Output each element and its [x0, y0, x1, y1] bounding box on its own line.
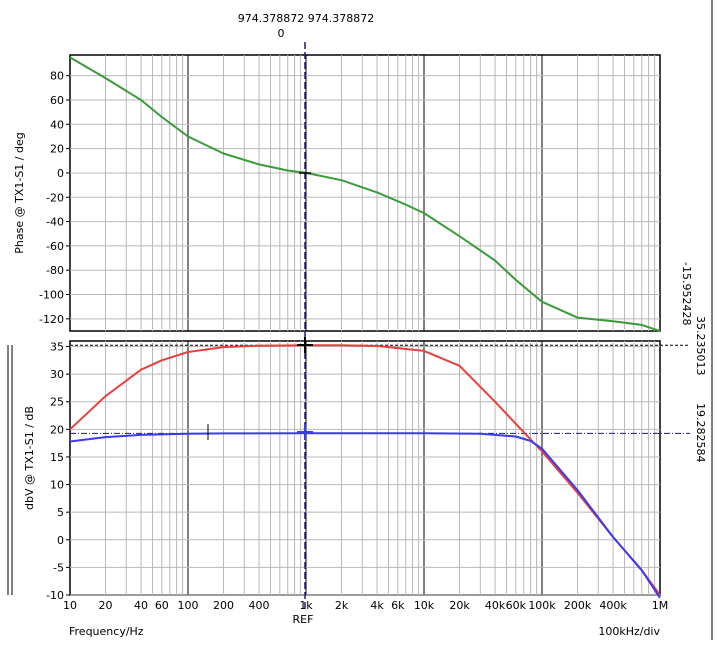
x-tick-label: 400k [599, 599, 627, 612]
x-tick-label: 100 [178, 599, 199, 612]
y-tick-label: -80 [46, 264, 64, 277]
y-tick-label: 20 [50, 423, 64, 436]
cursor-readout-sub: 0 [278, 27, 285, 40]
phase-plot-frame [69, 54, 661, 332]
x-tick-label: 200 [213, 599, 234, 612]
y-tick-label: 20 [50, 143, 64, 156]
y-tick-label: 0 [57, 167, 64, 180]
x-tick-label: 1k [299, 599, 313, 612]
x-tick-label: 60k [506, 599, 527, 612]
phase-grid [70, 55, 660, 331]
y-tick-label: 5 [57, 506, 64, 519]
gain-grid [70, 341, 660, 596]
y-tick-label: -5 [53, 561, 64, 574]
y-tick-label: -10 [46, 589, 64, 602]
phase-ylabel: Phase @ TX1-S1 / deg [13, 132, 26, 253]
cursor-marker-red[interactable] [297, 337, 313, 353]
y-tick-label: -120 [39, 313, 64, 326]
gain-series [69, 344, 661, 599]
y-tick-label: 30 [50, 368, 64, 381]
y-tick-label: 15 [50, 451, 64, 464]
y-tick-label: -40 [46, 216, 64, 229]
gain-cursor-value-red: 35.235013 [694, 316, 707, 376]
series-line [69, 56, 661, 332]
ref-label: REF [293, 613, 314, 626]
x-tick-label: 20 [99, 599, 113, 612]
phase-series [69, 56, 661, 332]
x-tick-label: 100k [528, 599, 556, 612]
x-axis-label: Frequency/Hz [69, 625, 144, 638]
frequency-x-ticks: 10 20 40 60 100 200 400 1k 2k 4k 6k 10k 20k 40k 60k 100… [63, 599, 668, 612]
x-tick-label: 1M [652, 599, 669, 612]
y-tick-label: 0 [57, 534, 64, 547]
y-tick-label: -20 [46, 191, 64, 204]
gain-y-ticks: 35 30 25 20 15 10 5 0 -5 -10 [46, 341, 70, 602]
y-tick-label: 35 [50, 341, 64, 354]
x-tick-label: 10 [63, 599, 77, 612]
x-tick-label: 10k [414, 599, 435, 612]
y-tick-label: 40 [50, 118, 64, 131]
y-tick-label: -100 [39, 289, 64, 302]
cursor-readout: 974.378872 974.378872 [238, 12, 374, 25]
x-tick-label: 4k [370, 599, 384, 612]
x-tick-label: 200k [564, 599, 592, 612]
y-tick-label: -60 [46, 240, 64, 253]
x-tick-label: 40 [134, 599, 148, 612]
gain-cursor-value-blue: 19.282584 [694, 403, 707, 463]
x-tick-label: 40k [485, 599, 506, 612]
y-tick-label: 10 [50, 479, 64, 492]
phase-y-ticks: 80 60 40 20 0 -20 -40 -60 -80 -100 -120 [39, 70, 70, 326]
y-tick-label: 25 [50, 396, 64, 409]
x-tick-label: 60 [155, 599, 169, 612]
x-tick-label: 2k [335, 599, 349, 612]
y-tick-label: 60 [50, 94, 64, 107]
x-tick-label: 6k [391, 599, 405, 612]
x-tick-label: 400 [249, 599, 270, 612]
series-line [69, 344, 661, 596]
gain-ylabel: dbV @ TX1-S1 / dB [23, 406, 36, 510]
cursor-marker-blue[interactable] [297, 424, 313, 440]
x-tick-label: 20k [449, 599, 470, 612]
x-scale-label: 100kHz/div [598, 625, 660, 638]
phase-cursor-value: -15.952428 [680, 262, 693, 325]
series-line [69, 432, 661, 599]
gain-cursor-hlines [70, 344, 690, 434]
gain-plot-frame [69, 340, 661, 596]
y-tick-label: 80 [50, 70, 64, 83]
